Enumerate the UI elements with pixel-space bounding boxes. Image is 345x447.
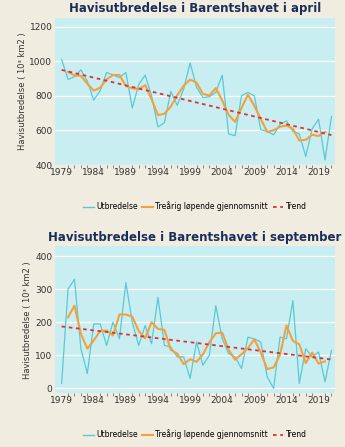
Title: Havisutbredelse i Barentshavet i september: Havisutbredelse i Barentshavet i septemb… xyxy=(48,231,342,244)
Y-axis label: Havisutbredelse ( 10³ km2 ): Havisutbredelse ( 10³ km2 ) xyxy=(18,33,27,150)
Legend: Utbredelse, Treårig løpende gjennomsnitt, Trend: Utbredelse, Treårig løpende gjennomsnitt… xyxy=(83,430,307,439)
Legend: Utbredelse, Treårig løpende gjennomsnitt, Trend: Utbredelse, Treårig løpende gjennomsnitt… xyxy=(83,201,307,211)
Y-axis label: Havisutbredelse ( 10³ km2 ): Havisutbredelse ( 10³ km2 ) xyxy=(23,261,32,379)
Title: Havisutbredelse i Barentshavet i april: Havisutbredelse i Barentshavet i april xyxy=(69,2,321,15)
